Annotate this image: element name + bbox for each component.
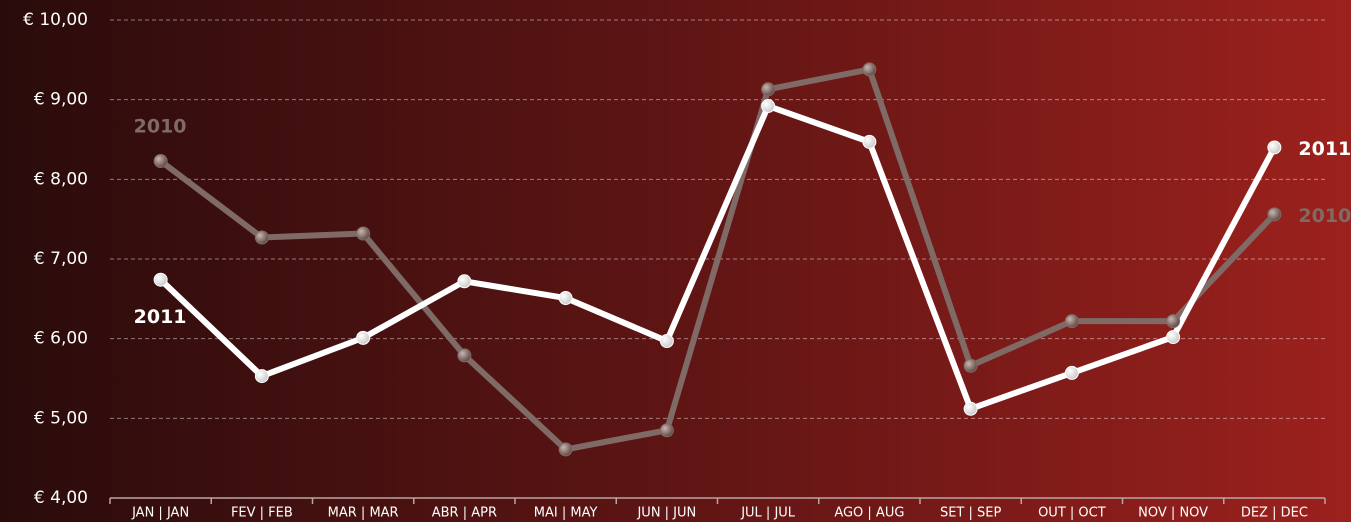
x-tick-label: ABR | APR (432, 506, 497, 521)
series-label: 2011 (1298, 138, 1351, 160)
point (356, 226, 371, 241)
point (963, 401, 978, 416)
y-tick-label: € 10,00 (23, 10, 88, 30)
x-tick-label: AGO | AUG (834, 506, 904, 521)
x-tick-label: JUL | JUL (740, 506, 796, 521)
point (862, 134, 877, 149)
point (1267, 140, 1282, 155)
x-tick-label: DEZ | DEC (1241, 506, 1308, 521)
point (659, 423, 674, 438)
y-tick-label: € 9,00 (34, 90, 88, 110)
point (457, 348, 472, 363)
point (254, 369, 269, 384)
y-tick-label: € 8,00 (34, 169, 88, 189)
point (862, 62, 877, 77)
point (457, 274, 472, 289)
point (1064, 365, 1079, 380)
x-tick-label: NOV | NOV (1138, 506, 1208, 521)
point (1064, 314, 1079, 329)
point (659, 334, 674, 349)
y-tick-label: € 7,00 (34, 249, 88, 269)
series-label: 2011 (134, 306, 187, 328)
point (153, 272, 168, 287)
x-tick-label: JAN | JAN (131, 506, 189, 521)
y-tick-label: € 6,00 (34, 329, 88, 349)
series-label: 2010 (134, 116, 187, 138)
x-tick-label: MAI | MAY (534, 506, 598, 521)
point (761, 99, 776, 114)
x-tick-label: SET | SEP (940, 506, 1002, 521)
point (558, 291, 573, 306)
series-line (158, 103, 1278, 412)
y-tick-label: € 4,00 (34, 488, 88, 508)
point (356, 330, 371, 345)
series-line (158, 66, 1277, 453)
x-tick-label: MAR | MAR (328, 506, 399, 521)
point (1166, 314, 1181, 329)
point (153, 154, 168, 169)
point (1267, 207, 1282, 222)
x-tick-label: FEV | FEB (231, 506, 293, 521)
x-tick-label: OUT | OCT (1038, 506, 1106, 521)
x-tick-label: JUN | JUN (636, 506, 696, 521)
y-tick-label: € 5,00 (34, 408, 88, 428)
point (1166, 330, 1181, 345)
point (558, 442, 573, 457)
series-label: 2010 (1298, 205, 1351, 227)
point (761, 82, 776, 97)
point (963, 358, 978, 373)
point (254, 230, 269, 245)
